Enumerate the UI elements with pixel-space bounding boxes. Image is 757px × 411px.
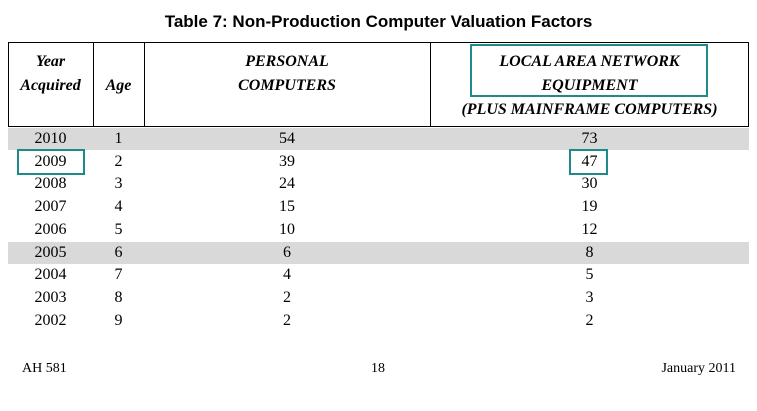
header-year-line2: Acquired (20, 77, 81, 94)
cell-lan-equipment: 47 (581, 152, 598, 170)
cell-personal-computers: 6 (283, 243, 291, 261)
header-lan-equipment: LOCAL AREA NETWORK EQUIPMENT (PLUS MAINF… (430, 50, 749, 122)
cell-year: 2003 (34, 288, 67, 306)
row-shading (8, 128, 749, 150)
cell-year: 2010 (34, 130, 67, 147)
cell-personal-computers: 2 (283, 288, 291, 306)
cell-personal-computers: 39 (279, 152, 295, 170)
header-divider (430, 42, 431, 127)
footer-left: AH 581 (22, 361, 67, 376)
footer-date: January 2011 (661, 361, 736, 376)
cell-age: 4 (114, 198, 123, 216)
header-divider (93, 42, 94, 127)
cell-lan-equipment: 30 (581, 175, 598, 193)
highlight-box-lan-47 (569, 149, 608, 175)
footer-page-number: 18 (371, 361, 385, 376)
cell-lan-equipment: 3 (585, 288, 594, 306)
cell-lan-equipment: 2 (585, 311, 594, 329)
cell-lan-equipment: 19 (581, 198, 598, 216)
cell-year: 2006 (34, 220, 67, 238)
cell-age: 2 (114, 152, 123, 170)
header-personal-line2: COMPUTERS (238, 77, 336, 94)
row-shading (8, 241, 749, 264)
highlight-box-lan-header (470, 44, 708, 97)
table-title: Table 7: Non-Production Computer Valuati… (164, 12, 593, 31)
cell-personal-computers: 10 (279, 220, 295, 238)
cell-lan-equipment: 12 (581, 220, 598, 238)
cell-year: 2002 (34, 311, 67, 329)
table-header (8, 42, 749, 127)
cell-year: 2008 (34, 175, 67, 193)
header-year-line1: Year (35, 53, 66, 70)
cell-year: 2007 (34, 198, 67, 216)
cell-personal-computers: 15 (279, 198, 295, 216)
cell-age: 1 (114, 130, 123, 147)
cell-year: 2004 (34, 266, 67, 284)
header-personal-computers: PERSONAL COMPUTERS (144, 50, 430, 98)
cell-year: 2009 (34, 152, 67, 170)
cell-age: 5 (114, 220, 123, 238)
cell-personal-computers: 24 (279, 175, 295, 193)
header-lan-line2: EQUIPMENT (541, 77, 638, 94)
cell-age: 8 (114, 288, 123, 306)
cell-personal-computers: 4 (283, 266, 291, 284)
cell-lan-equipment: 5 (585, 266, 594, 284)
cell-lan-equipment: 73 (581, 130, 598, 147)
cell-age: 9 (114, 311, 123, 329)
header-age: Age (105, 77, 132, 94)
cell-lan-equipment: 8 (585, 243, 594, 261)
cell-year: 2005 (34, 243, 67, 261)
cell-age: 6 (114, 243, 123, 261)
header-divider (144, 42, 145, 127)
cell-personal-computers: 54 (279, 130, 295, 147)
cell-personal-computers: 2 (283, 311, 291, 329)
highlight-box-year-2009 (17, 149, 85, 175)
header-year-acquired: Year Acquired (8, 50, 93, 98)
cell-age: 7 (114, 266, 123, 284)
cell-age: 3 (114, 175, 123, 193)
header-lan-line3: (PLUS MAINFRAME COMPUTERS) (461, 101, 718, 118)
header-personal-line1: PERSONAL (245, 53, 329, 70)
header-lan-line1: LOCAL AREA NETWORK (499, 53, 680, 70)
